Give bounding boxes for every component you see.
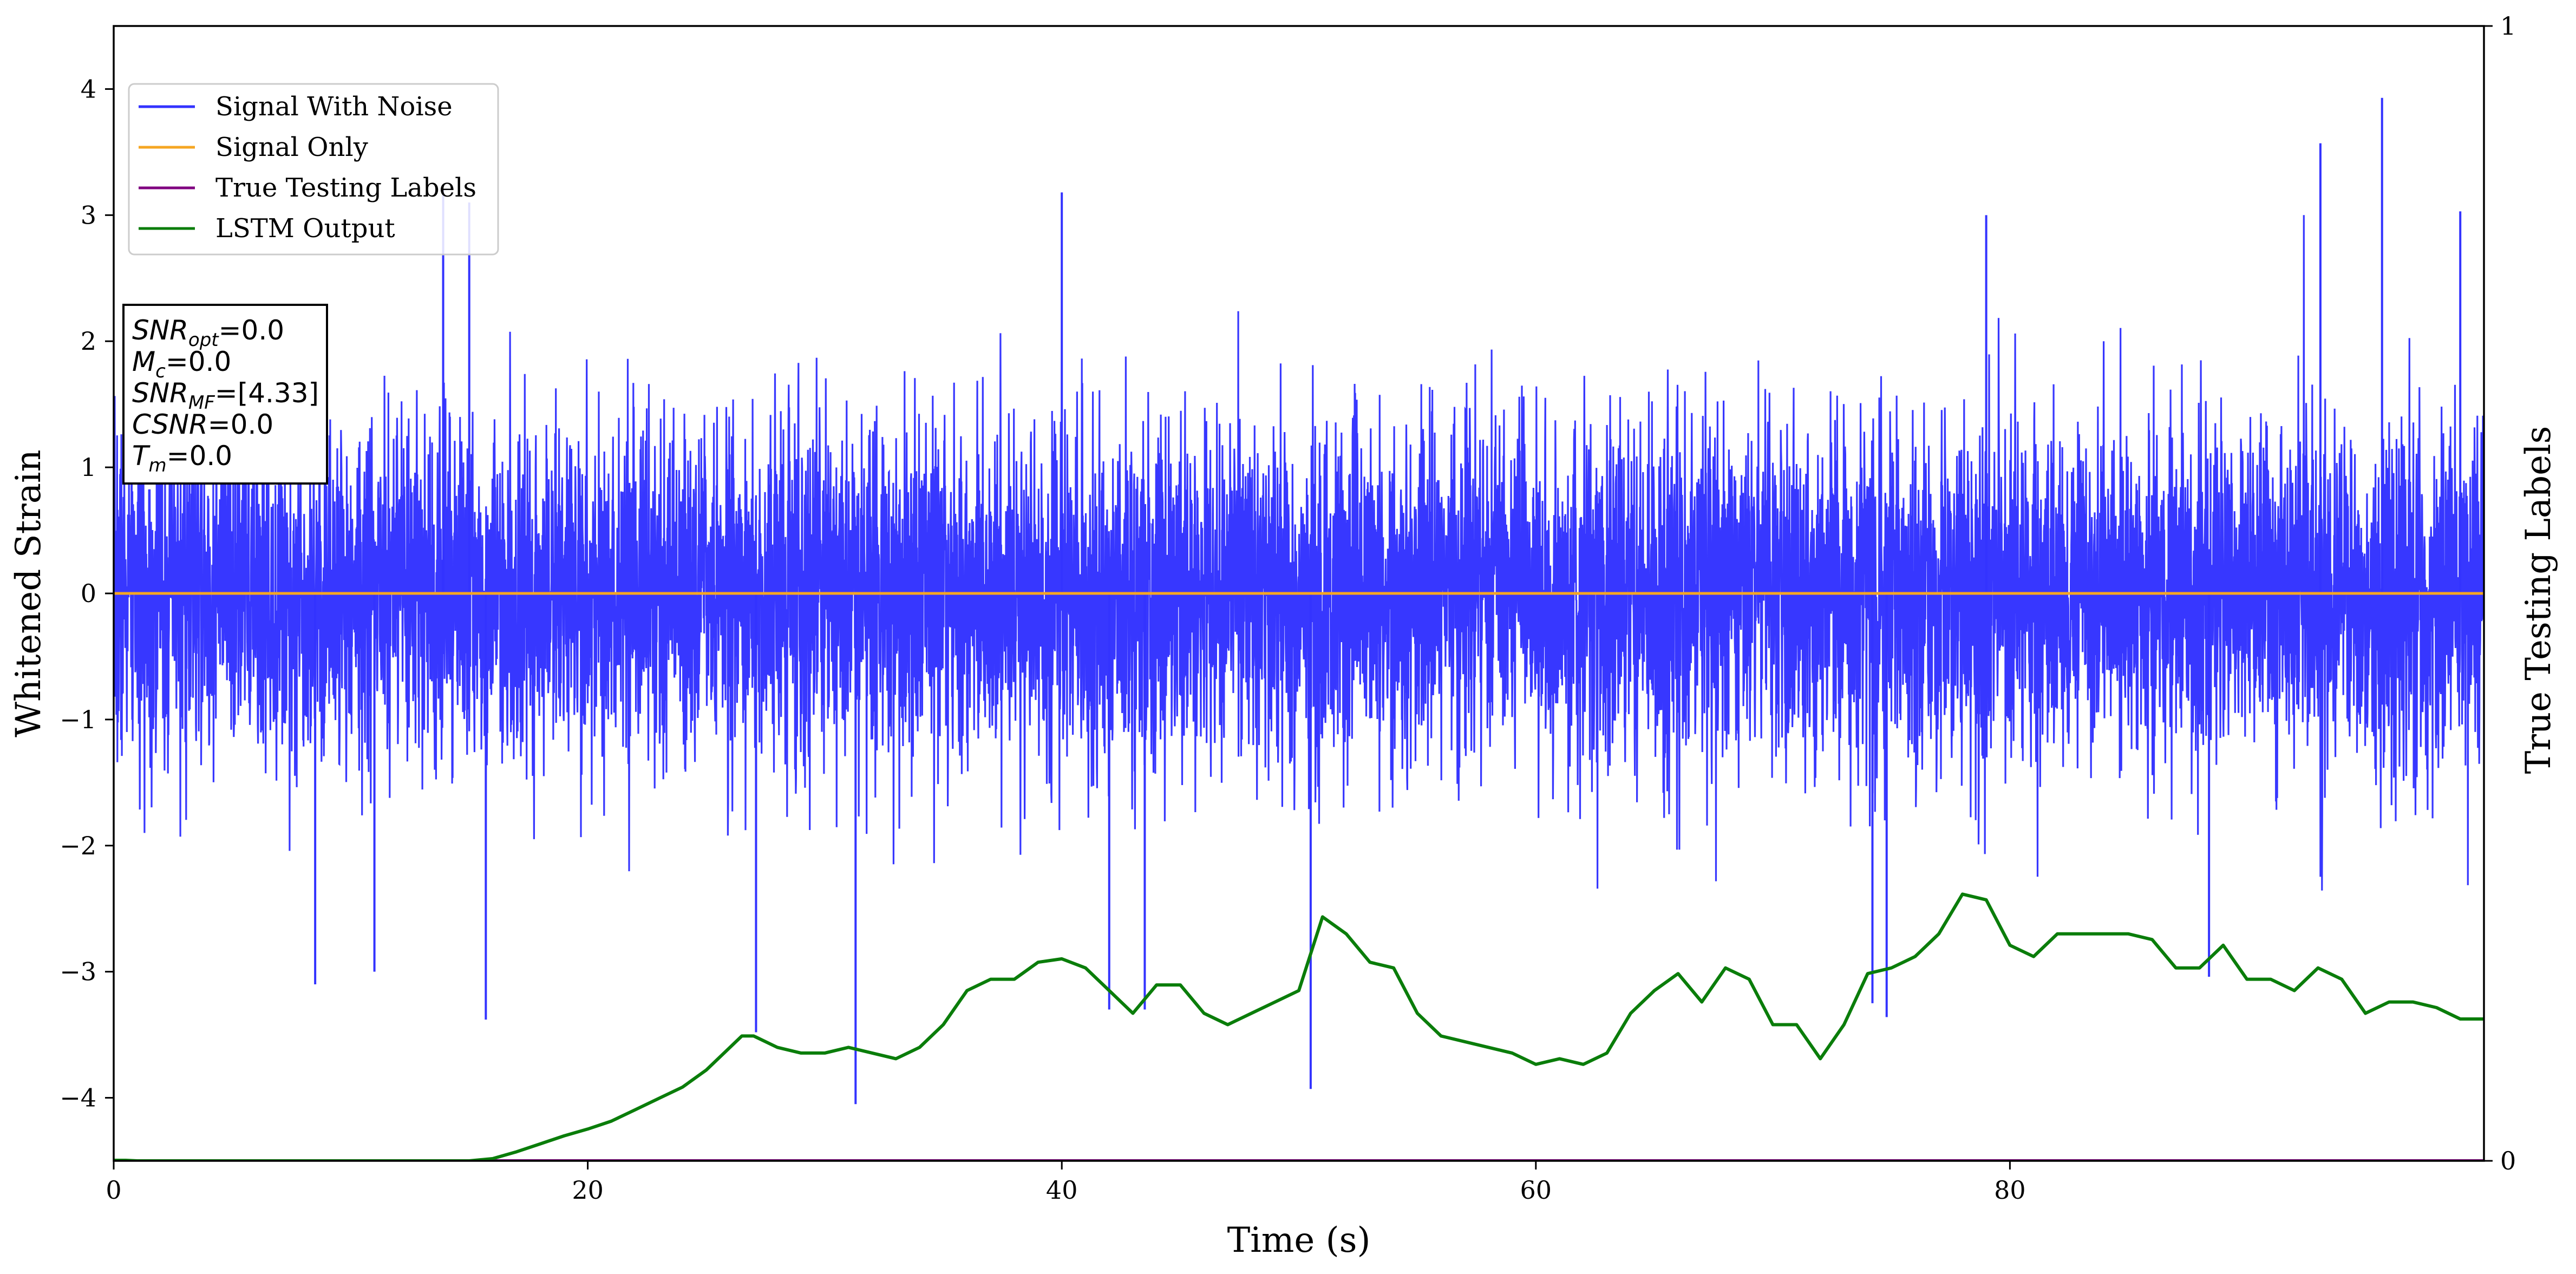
annotation-csnr: CSNR=0.0 [132, 409, 273, 440]
y-tick-label--1: −1 [60, 705, 96, 734]
y-tick-label--3: −3 [60, 957, 96, 986]
y-tick-label-3: 3 [81, 200, 96, 230]
annotation-snr-opt: SNRopt=0.0 [132, 315, 284, 351]
series-signal-with-noise [114, 215, 2484, 891]
legend-label-lstm-output: LSTM Output [215, 213, 395, 244]
y-right-tick-label-1: 1 [2500, 11, 2516, 41]
y-tick-label-4: 4 [81, 74, 96, 103]
y-axis-title: Whitened Strain [9, 449, 49, 737]
y-tick-label--4: −4 [60, 1083, 96, 1113]
legend-label-true-testing-labels: True Testing Labels [215, 173, 476, 203]
legend-label-signal-with-noise: Signal With Noise [215, 92, 453, 122]
plot-data [114, 97, 2484, 1161]
series-lstm-output [114, 892, 2484, 1161]
x-tick-label-40: 40 [1046, 1175, 1078, 1205]
y-tick-label-2: 2 [81, 326, 96, 356]
annotation-mc: Mc=0.0 [132, 346, 231, 382]
x-tick-label-0: 0 [106, 1175, 121, 1205]
annotation-box: SNRopt=0.0 Mc=0.0 SNRMF=[4.33] CSNR=0.0 … [122, 304, 328, 485]
x-tick-label-60: 60 [1520, 1175, 1552, 1205]
x-axis-title: Time (s) [1227, 1220, 1371, 1260]
annotation-tm: Tm=0.0 [132, 440, 232, 476]
annotation-frame [122, 304, 328, 485]
legend-box [128, 83, 499, 256]
x-tick-label-80: 80 [1994, 1175, 2026, 1205]
y-tick-label--2: −2 [60, 831, 96, 860]
x-tick-label-20: 20 [572, 1175, 604, 1205]
legend: Signal With Noise Signal Only True Testi… [128, 83, 499, 256]
y-tick-label-1: 1 [81, 453, 96, 482]
legend-label-signal-only: Signal Only [215, 132, 368, 162]
y-tick-label-0: 0 [81, 579, 96, 608]
y-axis-title-right: True Testing Labels [2519, 426, 2559, 774]
y-right-tick-label-0: 0 [2500, 1146, 2516, 1175]
annotation-snr-mf: SNRMF=[4.33] [132, 377, 319, 414]
